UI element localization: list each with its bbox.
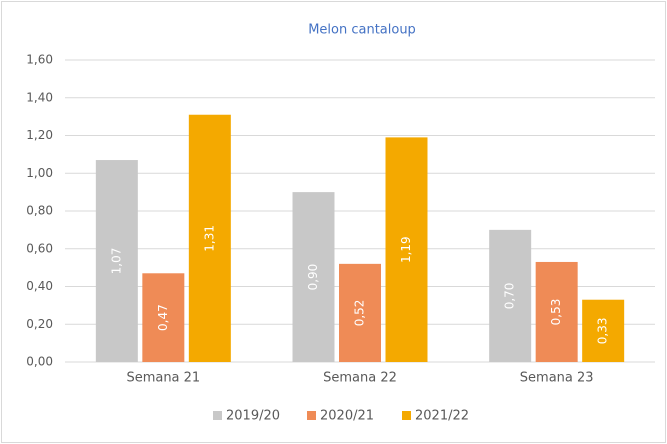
bar — [95, 160, 138, 362]
legend-swatch — [307, 411, 316, 420]
value-label: 0,90 — [306, 264, 320, 291]
y-tick-label: 0,60 — [26, 241, 53, 255]
legend-label: 2020/21 — [320, 409, 374, 424]
bar — [339, 263, 381, 362]
bar — [489, 229, 532, 362]
value-label: 0,70 — [503, 283, 517, 310]
x-tick-label: Semana 22 — [323, 371, 397, 386]
y-tick-label: 1,00 — [26, 166, 53, 180]
y-tick-label: 1,20 — [26, 128, 53, 142]
x-tick-label: Semana 21 — [126, 371, 200, 386]
bar — [292, 192, 335, 362]
y-tick-label: 0,20 — [26, 317, 53, 331]
bar — [385, 137, 428, 362]
legend-swatch — [213, 411, 222, 420]
value-label: 0,47 — [156, 304, 170, 331]
value-label: 1,19 — [399, 236, 413, 263]
value-label: 0,53 — [549, 299, 563, 326]
bar — [535, 261, 578, 362]
value-label: 1,07 — [109, 248, 123, 275]
value-label: 0,33 — [596, 317, 610, 344]
chart-title: Melon cantaloup — [308, 23, 416, 38]
bar — [188, 114, 231, 362]
value-label: 0,52 — [353, 300, 367, 327]
y-tick-label: 0,80 — [26, 204, 53, 218]
bar — [142, 273, 185, 362]
x-tick-label: Semana 23 — [520, 371, 594, 386]
y-tick-label: 1,40 — [26, 90, 53, 104]
value-label: 1,31 — [202, 225, 216, 252]
legend-swatch — [402, 411, 411, 420]
y-tick-label: 1,60 — [26, 53, 53, 67]
bar — [582, 299, 625, 362]
y-tick-label: 0,40 — [26, 279, 53, 293]
legend-label: 2021/22 — [415, 409, 469, 424]
y-tick-label: 0,00 — [26, 355, 53, 369]
legend-label: 2019/20 — [226, 409, 280, 424]
